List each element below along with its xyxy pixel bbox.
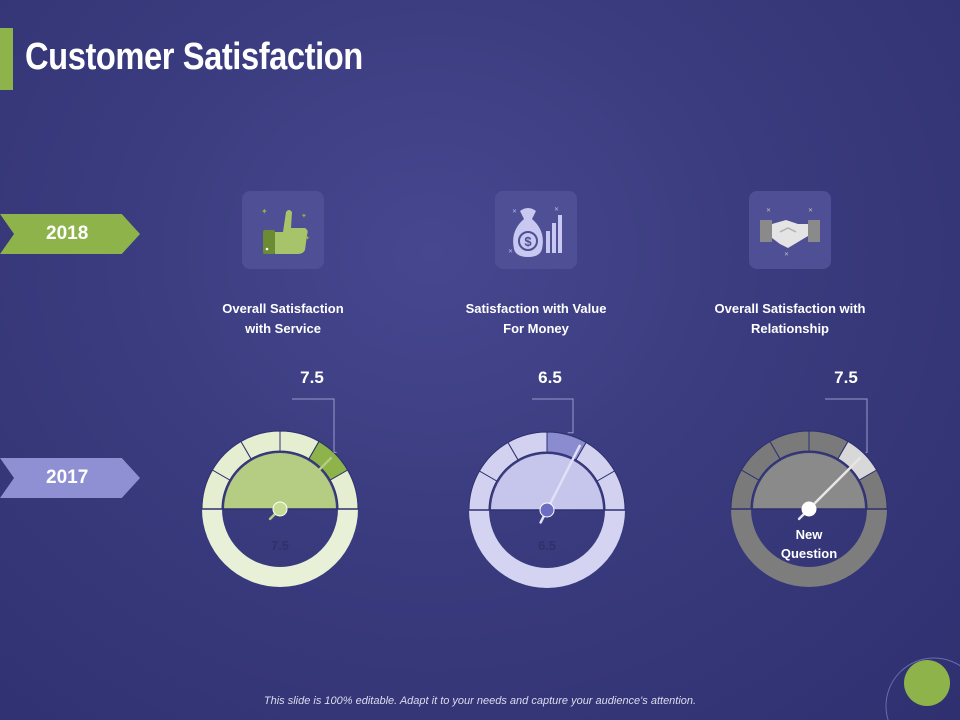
- year-tag-2017: 2017: [0, 458, 140, 498]
- money-icon-tile: ✕ ✕ ✕ $: [495, 191, 577, 269]
- metric-label-line: Relationship: [750, 321, 829, 336]
- value-2018-service: 7.5: [300, 368, 324, 387]
- svg-text:✕: ✕: [508, 249, 513, 255]
- svg-text:✦: ✦: [305, 235, 310, 242]
- gauge-relationship: [730, 398, 888, 587]
- gauge-center-value-relationship-line1: New: [796, 527, 824, 542]
- metric-label-relationship: Overall Satisfaction with Relationship: [690, 299, 890, 339]
- metric-label-service: Overall Satisfaction with Service: [183, 299, 383, 339]
- svg-text:✕: ✕: [766, 208, 771, 214]
- gauge-center-value-relationship-line2: Question: [781, 546, 837, 561]
- gauge-fill: [224, 453, 336, 509]
- gauge-leader-line: [532, 398, 574, 434]
- footer-note: This slide is 100% editable. Adapt it to…: [263, 695, 697, 707]
- gauge-leader-line: [825, 398, 868, 453]
- metric-label-line: For Money: [503, 321, 569, 336]
- gauge-hub: [272, 501, 288, 517]
- metric-label-line: Overall Satisfaction with: [714, 301, 866, 316]
- metric-label-line: Satisfaction with Value: [465, 301, 607, 316]
- deco-green-circle: [904, 660, 950, 706]
- gauge-fill: [491, 454, 603, 510]
- money-bag-chart-icon: ✕ ✕ ✕ $: [508, 207, 562, 257]
- gauge-service: [201, 398, 359, 587]
- relationship-icon-tile: ✕ ✕ ✕: [749, 191, 831, 269]
- metric-label-line: Overall Satisfaction: [222, 301, 344, 316]
- service-icon-tile: ✦ ✦ ✦: [242, 191, 324, 269]
- metric-label-money: Satisfaction with Value For Money: [436, 299, 636, 339]
- title-accent-bar: [0, 28, 13, 90]
- gauge-leader-line: [292, 398, 337, 453]
- svg-text:✕: ✕: [554, 207, 559, 213]
- svg-text:✦: ✦: [261, 207, 268, 216]
- gauge-money: [468, 398, 626, 588]
- gauge-fill: [753, 453, 865, 509]
- thumbs-up-icon: ✦ ✦ ✦: [261, 207, 310, 254]
- svg-text:✕: ✕: [808, 208, 813, 214]
- gauge-hub: [539, 502, 555, 518]
- deco-outline-circle: [885, 657, 960, 720]
- svg-text:$: $: [524, 234, 532, 249]
- gauge-hub: [801, 501, 817, 517]
- metric-label-line: with Service: [245, 321, 321, 336]
- year-tag-2018: 2018: [0, 214, 140, 254]
- gauge-center-value-service: 7.5: [271, 538, 289, 553]
- value-2018-money: 6.5: [538, 368, 562, 387]
- svg-text:✕: ✕: [784, 252, 789, 258]
- handshake-icon: ✕ ✕ ✕: [760, 208, 820, 258]
- slide-title: Customer Satisfaction: [25, 36, 363, 78]
- value-2018-relationship: 7.5: [834, 368, 858, 387]
- gauge-center-value-money: 6.5: [538, 538, 556, 553]
- svg-text:✕: ✕: [512, 209, 517, 215]
- svg-text:✦: ✦: [301, 212, 307, 220]
